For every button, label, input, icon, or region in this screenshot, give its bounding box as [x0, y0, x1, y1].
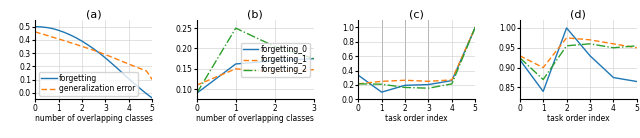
X-axis label: task order index: task order index — [385, 114, 448, 123]
generalization error — [113, 59, 121, 60]
forgetting — [90, 48, 97, 50]
forgetting — [96, 52, 104, 54]
forgetting_0 — [310, 58, 317, 59]
forgetting — [119, 73, 127, 74]
X-axis label: number of overlapping classes: number of overlapping classes — [35, 114, 153, 123]
generalization error — [43, 34, 51, 36]
generalization error — [137, 68, 145, 70]
Title: (d): (d) — [570, 9, 586, 19]
forgetting — [102, 57, 109, 59]
generalization error — [131, 66, 138, 67]
forgetting_2 — [232, 27, 239, 29]
forgetting_1 — [310, 69, 317, 71]
forgetting — [37, 26, 45, 28]
forgetting — [43, 27, 51, 28]
generalization error — [72, 44, 80, 45]
Line: generalization error: generalization error — [35, 32, 152, 79]
Title: (c): (c) — [410, 9, 424, 19]
Line: forgetting: forgetting — [35, 27, 152, 98]
forgetting — [108, 62, 115, 64]
generalization error — [49, 36, 56, 38]
forgetting — [78, 40, 86, 42]
generalization error — [67, 42, 74, 43]
generalization error — [102, 54, 109, 55]
forgetting — [131, 83, 138, 85]
X-axis label: task order index: task order index — [547, 114, 609, 123]
X-axis label: number of overlapping classes: number of overlapping classes — [196, 114, 314, 123]
forgetting_2 — [271, 46, 278, 47]
forgetting — [31, 26, 39, 27]
generalization error — [90, 49, 97, 51]
forgetting — [125, 78, 132, 79]
forgetting — [61, 32, 68, 33]
forgetting_0 — [193, 92, 200, 94]
forgetting — [49, 28, 56, 29]
forgetting — [55, 30, 63, 31]
generalization error — [119, 61, 127, 63]
generalization error — [143, 70, 150, 72]
generalization error — [37, 33, 45, 34]
generalization error — [31, 31, 39, 33]
Line: forgetting_2: forgetting_2 — [196, 28, 314, 93]
generalization error — [55, 38, 63, 40]
forgetting — [84, 44, 92, 46]
forgetting_2 — [310, 58, 317, 59]
Legend: forgetting, generalization error: forgetting, generalization error — [39, 72, 138, 95]
forgetting — [67, 34, 74, 36]
generalization error — [61, 40, 68, 42]
forgetting — [72, 37, 80, 39]
forgetting — [113, 67, 121, 69]
forgetting_0 — [271, 60, 278, 62]
generalization error — [108, 56, 115, 58]
generalization error — [78, 46, 86, 47]
forgetting_2 — [193, 92, 200, 94]
forgetting_1 — [271, 71, 278, 72]
Legend: forgetting_0, forgetting_1, forgetting_2: forgetting_0, forgetting_1, forgetting_2 — [241, 43, 310, 77]
generalization error — [96, 52, 104, 53]
forgetting_1 — [193, 84, 200, 86]
forgetting — [143, 93, 150, 95]
forgetting — [148, 97, 156, 99]
Title: (a): (a) — [86, 9, 102, 19]
generalization error — [84, 47, 92, 49]
forgetting_1 — [232, 68, 239, 70]
Line: forgetting_0: forgetting_0 — [196, 59, 314, 93]
Line: forgetting_1: forgetting_1 — [196, 69, 314, 85]
forgetting — [137, 88, 145, 90]
generalization error — [148, 79, 156, 80]
Title: (b): (b) — [248, 9, 263, 19]
forgetting_0 — [232, 63, 239, 65]
generalization error — [125, 63, 132, 65]
